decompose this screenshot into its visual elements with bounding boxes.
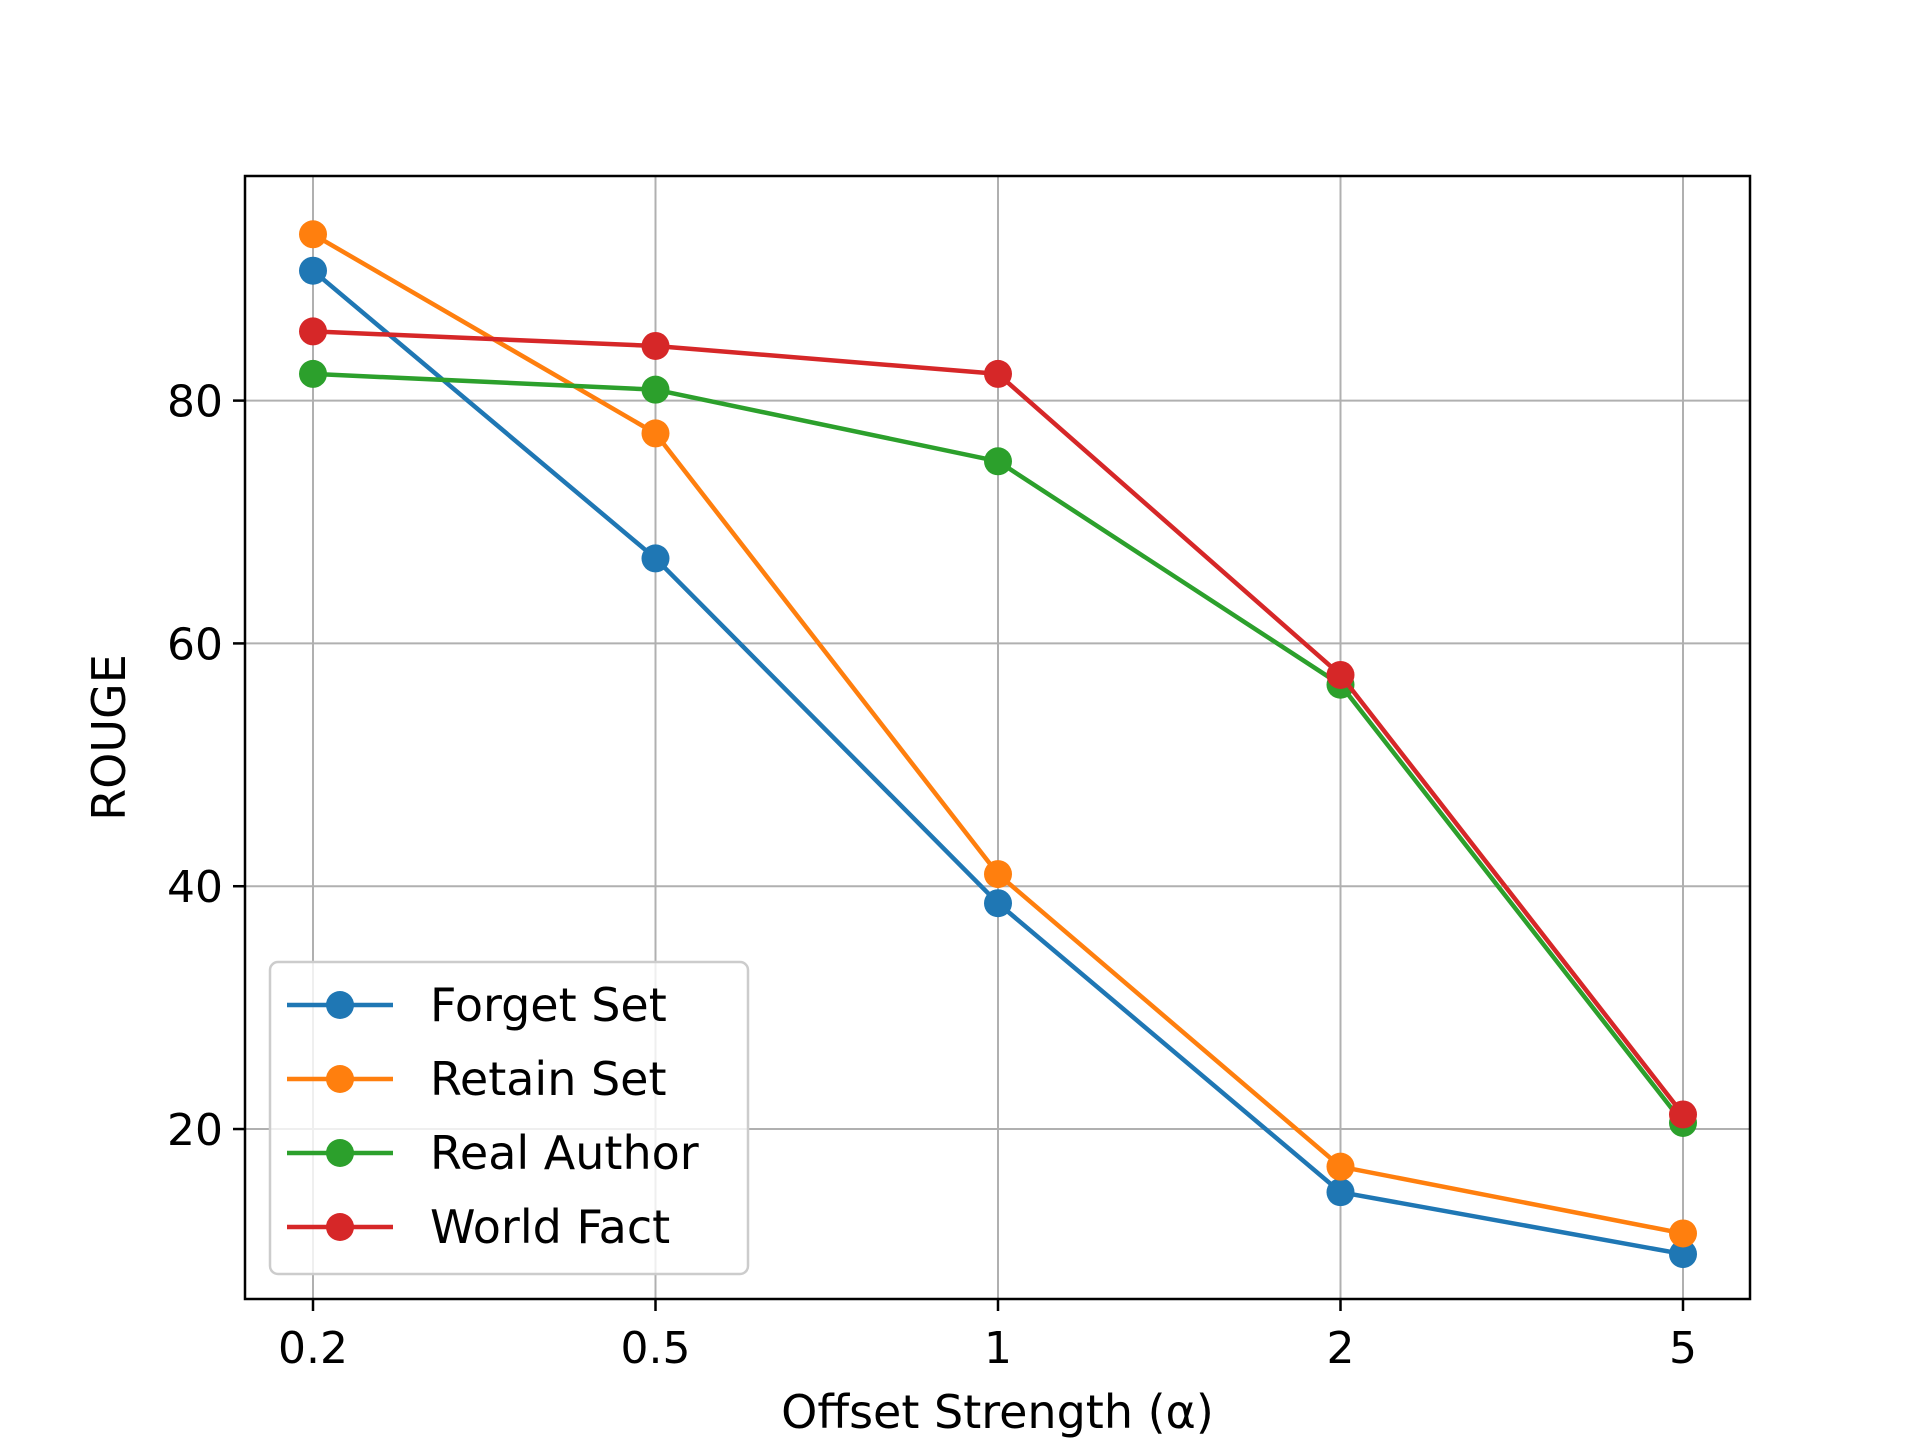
- data-point: [1326, 1152, 1355, 1181]
- legend-item: Retain Set: [287, 1052, 667, 1106]
- x-tick-label: 0.2: [278, 1323, 348, 1374]
- x-tick-label: 1: [984, 1323, 1012, 1374]
- series-layer: [299, 220, 1697, 1269]
- x-tick-label: 5: [1669, 1323, 1697, 1374]
- data-point: [1326, 660, 1355, 689]
- data-point: [299, 256, 327, 285]
- legend-label: Forget Set: [430, 978, 667, 1032]
- data-point: [299, 220, 327, 249]
- legend-marker: [326, 1213, 354, 1241]
- legend-item: Real Author: [287, 1126, 699, 1180]
- legend-item: World Fact: [287, 1200, 670, 1254]
- series-forget-set: [299, 256, 1697, 1269]
- series-retain-set: [299, 220, 1697, 1248]
- legend-item: Forget Set: [287, 978, 667, 1032]
- x-axis-label: Offset Strength (α): [781, 1385, 1214, 1439]
- x-tick-label: 2: [1327, 1323, 1355, 1374]
- legend-label: Retain Set: [430, 1052, 667, 1106]
- data-point: [641, 544, 670, 573]
- data-point: [1669, 1100, 1697, 1129]
- data-point: [641, 331, 670, 360]
- y-tick-label: 80: [167, 377, 223, 428]
- axis-ticks: 0.2 0.5 1 2 5 20 40 60 80: [167, 377, 1697, 1374]
- data-point: [641, 375, 670, 404]
- series-real-author: [299, 359, 1697, 1137]
- data-point: [984, 447, 1012, 476]
- legend-label: Real Author: [430, 1126, 699, 1180]
- series-world-fact: [299, 317, 1697, 1129]
- legend-marker: [326, 991, 354, 1019]
- data-point: [1669, 1219, 1697, 1248]
- legend-label: World Fact: [430, 1200, 670, 1254]
- y-tick-label: 60: [167, 619, 223, 670]
- data-point: [1669, 1240, 1697, 1269]
- legend: Forget Set Retain Set Real Author World Fac…: [268, 960, 750, 1276]
- data-point: [299, 317, 327, 346]
- y-tick-label: 20: [167, 1105, 223, 1156]
- legend-frame: [268, 960, 750, 1276]
- data-point: [984, 359, 1012, 388]
- data-point: [299, 359, 327, 388]
- data-point: [641, 419, 670, 448]
- legend-marker: [326, 1065, 354, 1093]
- data-point: [984, 860, 1012, 889]
- data-point: [1326, 1178, 1355, 1207]
- y-tick-label: 40: [167, 862, 223, 913]
- x-tick-label: 0.5: [621, 1323, 691, 1374]
- data-point: [984, 889, 1012, 918]
- legend-marker: [326, 1139, 354, 1167]
- y-axis-label: ROUGE: [82, 654, 136, 821]
